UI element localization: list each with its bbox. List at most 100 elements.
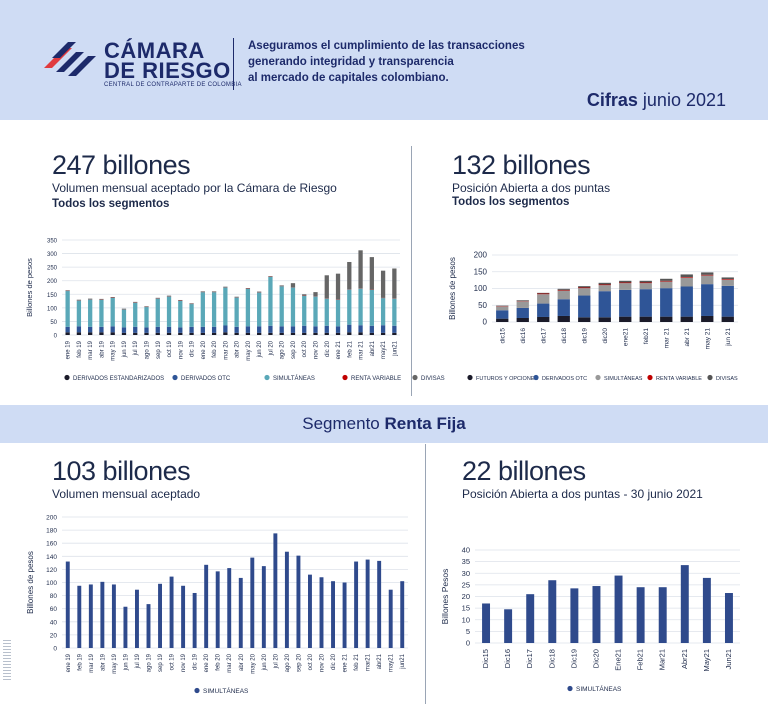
bar (250, 557, 255, 648)
bar (268, 276, 273, 277)
panel1-total: 247 billones (52, 150, 191, 180)
y-axis-label: Billones de pesos (448, 257, 457, 320)
bar (537, 293, 550, 295)
x-tick-label: jul 19 (135, 653, 141, 669)
panel4-total: 22 billones (462, 456, 586, 486)
panel2-total: 132 billones (452, 150, 591, 180)
bar (121, 327, 127, 333)
bar (516, 301, 529, 308)
legend-label: DERIVADOS OTC (542, 376, 587, 382)
bar (578, 288, 591, 296)
y-tick-label: 20 (50, 632, 58, 639)
x-tick-label: abr 19 (99, 340, 105, 358)
y-tick-label: 100 (47, 306, 58, 312)
bar (65, 290, 70, 291)
legend-label: DIVISAS (421, 376, 445, 382)
x-tick-label: abr 19 (100, 653, 106, 671)
y-tick-label: 100 (474, 284, 488, 293)
bar (189, 303, 194, 304)
bar (516, 300, 529, 301)
bar (111, 584, 116, 648)
header-tagline: Aseguramos el cumplimiento de las transa… (248, 38, 548, 86)
y-tick-label: 40 (462, 546, 470, 555)
bar (331, 581, 335, 648)
bar (598, 317, 611, 322)
bar (166, 296, 172, 327)
x-tick-label: abr21 (370, 340, 376, 356)
bar (123, 606, 128, 648)
bar (347, 289, 352, 325)
panel-divider-bottom (425, 444, 426, 704)
bar (99, 332, 104, 335)
x-tick-label: oct 19 (167, 340, 173, 357)
y-axis-label: Billones de pesos (26, 551, 35, 614)
y-axis-label: Billones Pesos (440, 569, 450, 625)
bar (144, 327, 149, 333)
bar (392, 332, 397, 335)
bar (144, 332, 149, 335)
y-tick-label: 25 (462, 580, 470, 589)
bar (380, 298, 386, 326)
x-tick-label: may 20 (246, 340, 252, 360)
x-tick-label: jun 19 (122, 340, 128, 358)
x-tick-label: jun 20 (262, 653, 268, 671)
bar (557, 315, 570, 322)
bar (347, 261, 352, 290)
bar (88, 326, 93, 333)
x-tick-label: mar 20 (223, 340, 229, 359)
bar (284, 551, 289, 648)
bar (358, 250, 363, 289)
x-tick-label: may 19 (112, 653, 118, 673)
bar (701, 272, 714, 275)
x-tick-label: may 20 (250, 653, 256, 673)
bar (496, 318, 509, 322)
bar (658, 587, 667, 643)
bar (680, 565, 689, 643)
bar (76, 299, 82, 301)
bar (342, 582, 347, 648)
bar (619, 289, 632, 317)
x-tick-label: dic 20 (325, 340, 331, 357)
y-tick-label: 60 (50, 606, 58, 613)
bar (721, 316, 734, 322)
x-tick-label: ago 19 (147, 653, 153, 672)
bar (245, 288, 251, 289)
x-tick-label: dic20 (602, 328, 609, 344)
y-tick-label: 20 (462, 592, 470, 601)
x-tick-label: dic16 (520, 328, 527, 344)
panel2-segment: Todos los segmentos (452, 196, 570, 208)
bar (65, 326, 70, 333)
bar (296, 555, 301, 648)
bar (358, 288, 363, 326)
bar (245, 326, 251, 333)
x-tick-label: oct 19 (170, 653, 176, 670)
x-tick-label: Dic19 (569, 649, 578, 668)
bar (211, 326, 217, 333)
bar (223, 286, 228, 288)
header-banner (0, 0, 768, 120)
x-tick-label: dic 19 (190, 340, 196, 357)
bar (99, 299, 104, 327)
x-tick-label: jun 19 (123, 653, 129, 671)
bar (268, 325, 273, 333)
bar (721, 279, 734, 286)
bar (639, 316, 652, 322)
x-tick-label: feb21 (643, 328, 650, 345)
legend-label: RENTA VARIABLE (351, 376, 401, 382)
x-tick-label: dic 20 (331, 653, 337, 670)
x-tick-label: jul 20 (268, 340, 274, 356)
y-tick-label: 180 (46, 528, 57, 535)
bar (313, 296, 318, 327)
x-tick-label: Dic15 (481, 649, 490, 668)
bar (99, 298, 104, 300)
x-tick-label: mar 21 (359, 340, 365, 359)
x-tick-label: abr 20 (235, 340, 241, 358)
x-tick-label: feb 20 (216, 653, 222, 670)
segment-name: Renta Fija (384, 414, 466, 433)
bar (358, 325, 363, 333)
bar (619, 280, 632, 283)
bar (211, 291, 217, 292)
bar (234, 296, 239, 298)
legend-marker (467, 374, 473, 381)
bar (158, 583, 162, 648)
